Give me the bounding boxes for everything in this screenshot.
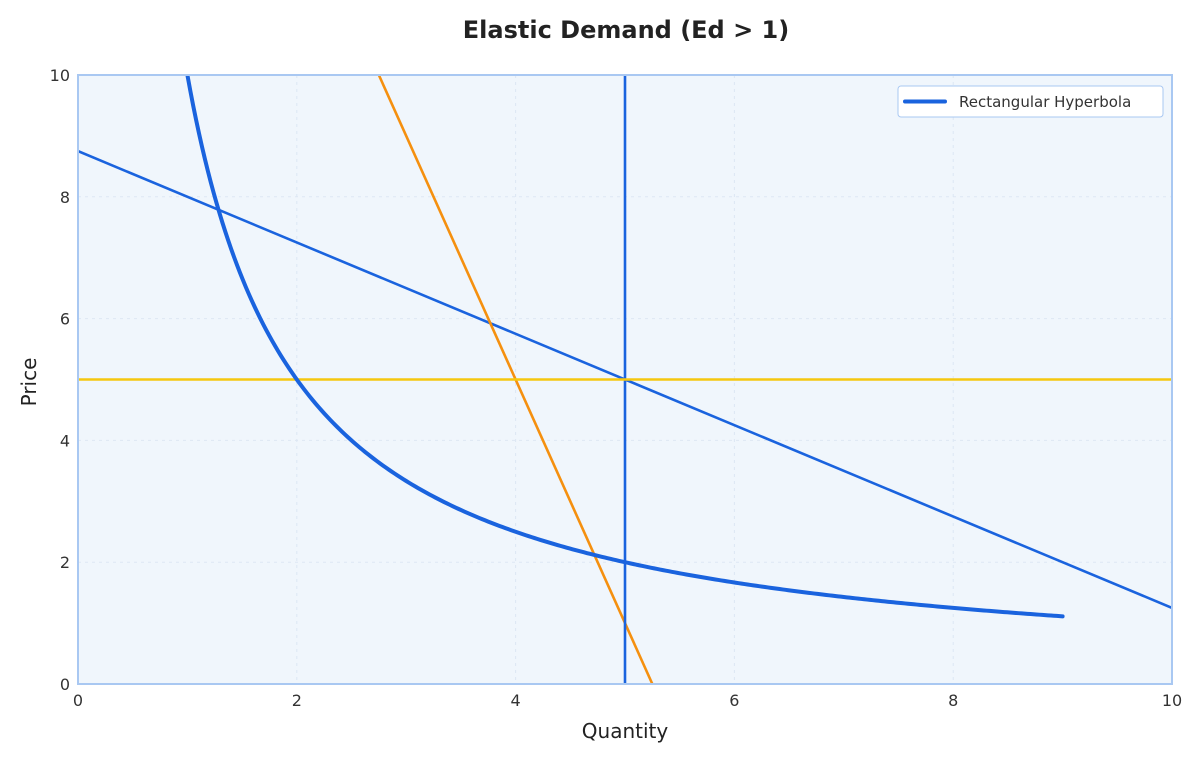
y-axis-ticks: 0 2 4 6 8 10 — [50, 66, 70, 694]
x-tick-label: 10 — [1162, 691, 1182, 710]
series-layer — [78, 75, 1172, 684]
y-tick-label: 2 — [60, 553, 70, 572]
y-tick-label: 10 — [50, 66, 70, 85]
y-tick-label: 8 — [60, 188, 70, 207]
y-axis-label: Price — [17, 358, 41, 407]
x-tick-label: 4 — [511, 691, 521, 710]
y-tick-label: 4 — [60, 431, 70, 450]
chart-title: Elastic Demand (Ed > 1) — [463, 16, 789, 44]
plot-frame — [77, 74, 1173, 685]
legend-label: Rectangular Hyperbola — [959, 93, 1131, 111]
x-axis-ticks: 0 2 4 6 8 10 — [73, 691, 1182, 710]
legend: Rectangular Hyperbola — [897, 85, 1164, 118]
series-line-rectangular-hyperbola — [185, 75, 1065, 619]
x-axis-label: Quantity — [582, 719, 669, 743]
y-tick-label: 0 — [60, 675, 70, 694]
x-tick-label: 2 — [292, 691, 302, 710]
x-tick-label: 6 — [729, 691, 739, 710]
legend-box — [897, 85, 1164, 118]
y-tick-label: 6 — [60, 310, 70, 329]
x-tick-label: 8 — [948, 691, 958, 710]
x-tick-label: 0 — [73, 691, 83, 710]
